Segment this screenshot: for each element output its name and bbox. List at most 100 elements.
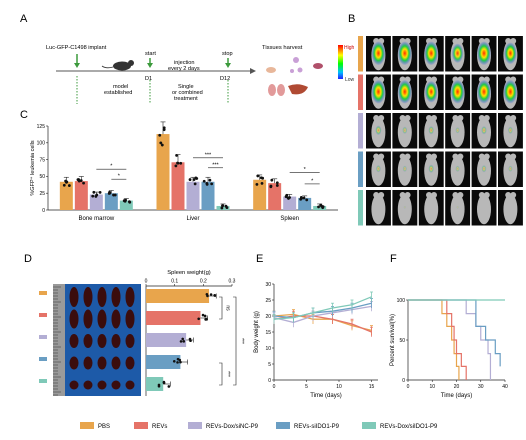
panel-b-imaging <box>358 36 523 226</box>
chart-c-data-point <box>174 164 178 168</box>
scale-high-label: High <box>344 45 355 51</box>
spleen-sample <box>69 287 79 307</box>
spleen-samples <box>69 287 135 390</box>
chart-c-y-tick-label: 50 <box>39 174 45 180</box>
chart-c-data-point <box>62 183 66 187</box>
mouse-paw <box>431 153 437 160</box>
legend-swatch <box>134 422 148 429</box>
luminescence-signal <box>477 41 491 66</box>
group-color-bar <box>358 151 363 187</box>
luminescence-signal <box>424 41 439 66</box>
chart-f-y-tick-label: 50 <box>399 338 405 344</box>
group-color-bar <box>358 74 363 110</box>
chart-c-x-tick-label: Bone marrow <box>78 216 114 222</box>
chart-c-significance-label: * <box>118 174 121 180</box>
lung-icon <box>268 84 276 96</box>
chart-c-bar <box>186 181 200 210</box>
chart-c-y-tick-label: 25 <box>39 191 45 197</box>
spleen-sample <box>111 356 121 370</box>
luminescence-signal <box>403 205 407 209</box>
chart-d-x-tick-label: 0 <box>145 279 148 285</box>
chart-c-data-point <box>193 182 197 186</box>
chart-c-bar <box>171 162 185 210</box>
spleen-sample <box>111 287 121 307</box>
luminescence-signal <box>428 125 435 135</box>
chart-c-bar <box>201 181 215 210</box>
chart-d-significance-label: ns <box>225 305 231 311</box>
mouse-paw <box>457 153 464 160</box>
chart-d-spleen-weight: 0 0.1 0.2 0.3 Spleen weight(g) ns *** *** <box>145 270 245 396</box>
chart-e-x-label: Time (days) <box>310 393 341 399</box>
luminescence-signal <box>455 165 460 172</box>
mouse-paw <box>399 192 406 198</box>
chart-d-bar <box>146 289 210 303</box>
chart-d-x-label: Spleen weight(g) <box>167 270 211 276</box>
chart-c-data-point <box>261 176 265 180</box>
chart-e-y-tick-label: 25 <box>265 298 271 304</box>
spleen-sample <box>97 356 107 370</box>
legend-label: REVs-Dox/siIDO1-P9 <box>380 424 438 430</box>
luminescence-signal <box>481 125 487 135</box>
mouse-paw <box>510 153 517 160</box>
legend-label: REVs <box>152 424 167 430</box>
mouse-paw <box>452 153 459 160</box>
luminescence-signal <box>375 165 381 173</box>
chart-e-y-tick-label: 20 <box>265 314 271 320</box>
chart-c-bar <box>283 196 297 210</box>
chart-f-y-tick-label: 0 <box>402 378 405 384</box>
mouse-silhouette <box>450 194 465 225</box>
spleen-sample <box>125 356 135 370</box>
mouse-paw <box>431 76 437 83</box>
spleen-sample <box>83 356 93 370</box>
luminescence-signal <box>397 41 412 66</box>
chart-c-data-point <box>275 184 279 187</box>
spleen-sample <box>69 356 79 370</box>
chart-d-data-point <box>179 340 183 343</box>
mouse-paw <box>483 192 490 198</box>
chart-c-data-point <box>260 181 264 185</box>
luminescence-signal <box>507 126 513 134</box>
chart-e-y-tick-label: 15 <box>265 330 271 336</box>
chart-d-bar <box>146 333 187 347</box>
legend-swatch <box>276 422 290 429</box>
chart-c-data-point <box>159 141 163 145</box>
legend-swatch <box>362 422 376 429</box>
group-color-tag <box>39 291 47 295</box>
organ-icons <box>266 57 323 96</box>
chart-d-x-tick-label: 0.3 <box>229 279 236 285</box>
mouse-paw <box>478 153 485 160</box>
chart-c-data-point <box>286 196 290 200</box>
mouse-paw <box>373 192 380 198</box>
chart-c-data-point <box>158 133 162 137</box>
chart-c-data-point <box>208 178 212 182</box>
mouse-silhouette <box>397 194 412 225</box>
chart-c-data-point <box>205 182 209 186</box>
chart-c-data-point <box>79 179 83 182</box>
chart-c-data-point <box>179 161 183 165</box>
chart-c-data-point <box>192 178 196 181</box>
spleen-photo <box>53 284 141 396</box>
spleen-sample <box>97 287 107 307</box>
spleen-sample <box>83 287 93 307</box>
group-color-tags <box>39 291 47 383</box>
mouse-paw <box>399 115 406 121</box>
mouse-paw <box>431 115 437 121</box>
luminescence-signal <box>456 205 459 209</box>
mouse-paw <box>457 115 464 121</box>
chart-e-y-label: Body weight (g) <box>254 311 260 353</box>
chart-c-data-point <box>317 205 320 209</box>
spleen-sample <box>83 309 93 329</box>
panel-letter-a: A <box>20 13 28 25</box>
chart-c-data-point <box>221 204 225 208</box>
luminescence-signal <box>481 165 487 173</box>
group-color-tag <box>39 357 47 361</box>
treatment-label-line2: or combined <box>172 90 203 96</box>
chart-c-x-tick-label: Spleen <box>280 216 299 222</box>
cell-icon <box>293 57 299 63</box>
luminescence-signal <box>397 79 412 104</box>
chart-c-bar <box>156 134 170 210</box>
lung-icon <box>277 84 285 96</box>
chart-c-bar <box>104 193 118 210</box>
spleen-sample <box>97 380 107 390</box>
luminescence-signal <box>371 79 386 104</box>
